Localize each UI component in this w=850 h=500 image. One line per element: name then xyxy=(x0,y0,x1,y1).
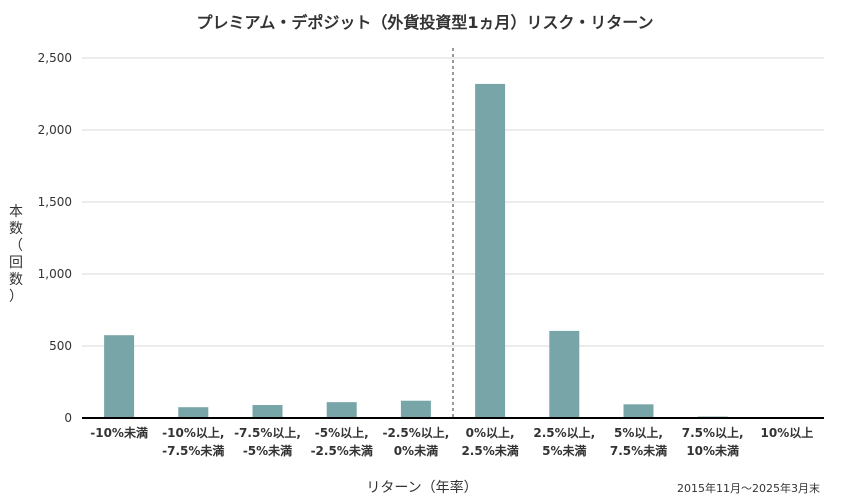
y-tick-label: 2,500 xyxy=(38,51,72,65)
bar xyxy=(549,330,580,418)
bar xyxy=(400,400,431,418)
x-category-label: 10%以上 xyxy=(761,425,814,440)
bar xyxy=(475,83,506,419)
bar xyxy=(326,402,357,418)
x-axis-title: リターン（年率） xyxy=(366,479,477,496)
y-axis-title: 本数（回数） xyxy=(9,204,23,305)
y-tick-label: 0 xyxy=(64,411,72,425)
bar xyxy=(252,405,283,418)
bar xyxy=(104,335,135,418)
y-tick-label: 500 xyxy=(49,339,72,353)
period-note: 2015年11月〜2025年3月末 xyxy=(677,481,820,495)
x-category-label: -7.5%以上, -5%未満 xyxy=(234,425,301,458)
x-axis-categories: -10%未満 -10%以上, -7.5%未満 -7.5%以上, -5%未満 -5%以上, -… xyxy=(90,425,813,458)
gridlines xyxy=(82,57,824,347)
x-category-label: -2.5%以上, 0%未満 xyxy=(382,425,449,458)
x-category-label: -5%以上, -2.5%未満 xyxy=(311,425,373,458)
x-category-label: 0%以上, 2.5%未満 xyxy=(461,425,518,458)
y-tick-label: 1,500 xyxy=(38,195,72,209)
chart-title: プレミアム・デポジット（外貨投資型1ヵ月）リスク・リターン xyxy=(197,13,654,32)
x-category-label: -10%以上, -7.5%未満 xyxy=(162,425,224,458)
x-category-label: 2.5%以上, 5%未満 xyxy=(533,425,595,458)
bars xyxy=(104,83,728,419)
bar xyxy=(623,404,654,418)
x-category-label: 7.5%以上, 10%未満 xyxy=(682,425,744,458)
y-tick-label: 2,000 xyxy=(38,123,72,137)
x-category-label: -10%未満 xyxy=(90,425,148,440)
x-category-label: 5%以上, 7.5%未満 xyxy=(610,425,667,458)
y-tick-label: 1,000 xyxy=(38,267,72,281)
bar xyxy=(178,407,209,418)
y-axis-ticks: 0 500 1,000 1,500 2,000 2,500 xyxy=(38,51,72,425)
